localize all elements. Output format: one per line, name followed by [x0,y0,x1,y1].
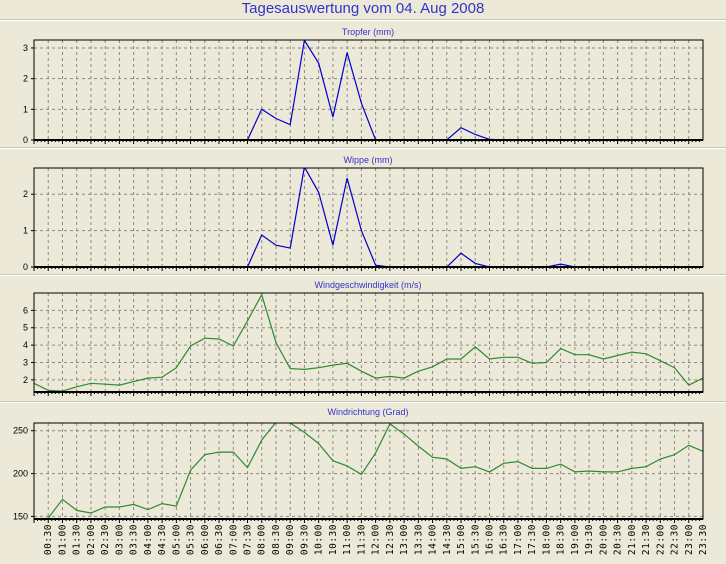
x-tick-label: 20:00 [598,524,609,555]
x-tick-label: 14:00 [428,524,439,555]
plot-area [34,168,703,267]
x-tick-label: 17:00 [513,524,524,555]
plot-area [34,40,703,140]
x-tick-label: 05:00 [171,524,182,555]
x-tick-label: 11:30 [356,524,367,555]
x-tick-label: 01:00 [57,524,68,555]
divider [0,401,726,403]
x-tick-label: 23:30 [698,524,709,555]
x-tick-label: 00:30 [43,524,54,555]
chart-title: Wippe (mm) [344,155,393,165]
x-tick-label: 15:00 [456,524,467,555]
y-tick-label: 150 [13,511,28,521]
y-tick-label: 0 [23,262,28,272]
chart-title: Tropfer (mm) [342,27,394,37]
y-tick-label: 3 [23,43,28,53]
x-tick-label: 03:30 [129,524,140,555]
x-tick-label: 16:00 [484,524,495,555]
x-tick-label: 17:30 [527,524,538,555]
series-line [34,293,703,392]
x-tick-label: 18:00 [541,524,552,555]
y-tick-label: 6 [23,305,28,315]
y-tick-label: 1 [23,226,28,236]
x-tick-label: 18:30 [556,524,567,555]
x-tick-label: 13:30 [413,524,424,555]
series-line [39,423,703,519]
x-tick-label: 10:30 [328,524,339,555]
y-tick-label: 5 [23,323,28,333]
plot-area [34,293,703,392]
x-tick-label: 04:00 [143,524,154,555]
x-tick-label: 12:30 [385,524,396,555]
y-tick-label: 2 [23,375,28,385]
x-tick-label: 19:30 [584,524,595,555]
x-tick-label: 23:00 [684,524,695,555]
x-tick-label: 09:30 [299,524,310,555]
x-tick-label: 22:00 [655,524,666,555]
x-tick-label: 10:00 [314,524,325,555]
x-tick-label: 02:30 [100,524,111,555]
y-tick-label: 3 [23,357,28,367]
chart-0: Tropfer (mm) 0 1 2 3 [23,27,704,145]
x-tick-label: 14:30 [442,524,453,555]
x-tick-label: 16:30 [499,524,510,555]
y-tick-label: 200 [13,469,28,479]
x-tick-label: 15:30 [470,524,481,555]
x-tick-label: 11:00 [342,524,353,555]
x-tick-label: 20:30 [613,524,624,555]
x-tick-label: 04:30 [157,524,168,555]
y-tick-label: 1 [23,104,28,114]
y-tick-label: 2 [23,74,28,84]
divider [0,19,726,21]
x-tick-label: 05:30 [186,524,197,555]
chart-2: Windgeschwindigkeit (m/s) 2 3 4 5 6 [23,280,704,396]
x-tick-label: 01:30 [72,524,83,555]
chart-3: Windrichtung (Grad) 150 200 250 00:30 01:00 01… [13,407,709,555]
x-tick-label: 22:30 [670,524,681,555]
x-tick-label: 08:30 [271,524,282,555]
y-tick-label: 0 [23,135,28,145]
x-tick-label: 02:00 [86,524,97,555]
divider [0,147,726,149]
x-tick-label: 13:00 [399,524,410,555]
x-tick-label: 09:00 [285,524,296,555]
x-tick-label: 12:00 [371,524,382,555]
series-line [34,168,703,267]
y-tick-label: 250 [13,426,28,436]
y-tick-label: 4 [23,340,28,350]
x-tick-label: 08:00 [257,524,268,555]
series-line [34,40,703,140]
x-tick-label: 03:00 [114,524,125,555]
chart-1: Wippe (mm) 0 1 2 [23,155,704,272]
x-tick-label: 21:30 [641,524,652,555]
x-tick-label: 07:30 [243,524,254,555]
chart-title: Windrichtung (Grad) [327,407,408,417]
x-tick-label: 06:30 [214,524,225,555]
divider [0,274,726,276]
x-tick-label: 21:00 [627,524,638,555]
x-tick-label: 06:00 [200,524,211,555]
page-title: Tagesauswertung vom 04. Aug 2008 [241,0,485,17]
x-tick-label: 19:00 [570,524,581,555]
chart-title: Windgeschwindigkeit (m/s) [314,280,421,290]
x-tick-label: 07:00 [228,524,239,555]
y-tick-label: 2 [23,189,28,199]
